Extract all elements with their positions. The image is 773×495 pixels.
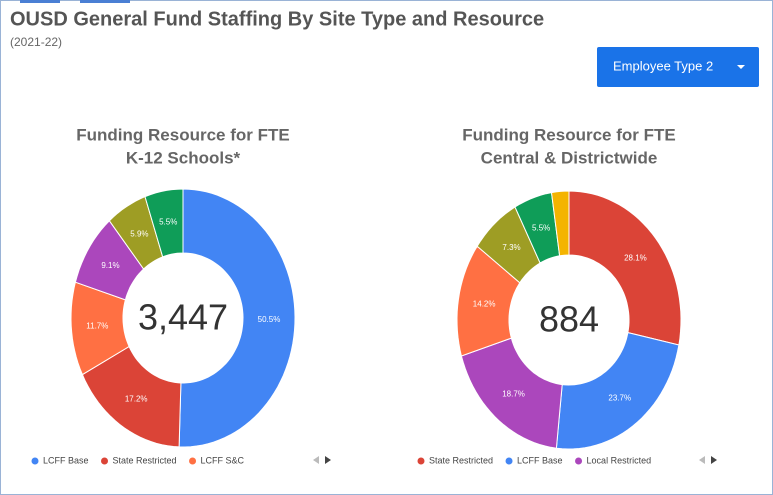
data-label: 50.5% [258,315,281,324]
data-label: 14.2% [473,299,496,308]
legend-label: LCFF S&C [201,455,245,465]
dropdown-button[interactable] [597,47,759,87]
center-total: 884 [539,299,599,340]
chart-subtitle: K-12 Schools* [126,148,241,167]
pager-next[interactable] [711,456,717,464]
legend-pager[interactable] [313,456,717,464]
data-label: 28.1% [624,254,647,263]
data-label: 5.5% [159,218,177,227]
tab-mark [80,0,130,3]
slice [550,190,570,257]
data-label: 7.3% [502,243,520,252]
data-label: 5.9% [130,229,148,238]
dropdown[interactable]: Employee Type 2 [597,47,759,87]
data-label: 9.1% [101,261,119,270]
legend-swatch [31,457,39,465]
legend-label: LCFF Base [517,455,563,465]
chart-subtitle: Central & Districtwide [481,148,658,167]
data-label: 23.7% [608,393,631,402]
data-label: 11.7% [86,321,108,330]
dropdown-caret[interactable] [737,65,745,69]
pager-next[interactable] [325,456,331,464]
legend-label: State Restricted [429,455,493,465]
legend-swatch [101,457,109,465]
page-subtitle: (2021-22) [10,35,62,49]
legend-swatch [417,457,425,465]
page-title: OUSD General Fund Staffing By Site Type … [10,8,544,30]
legend-swatch [505,457,513,465]
data-label: 18.7% [502,389,525,398]
chart-title: Funding Resource for FTE [76,125,289,144]
legend-label: State Restricted [113,455,177,465]
dropdown-label[interactable]: Employee Type 2 [613,58,713,73]
center-total: 3,447 [138,297,228,338]
tab-mark [20,0,60,3]
pager-prev[interactable] [313,456,319,464]
chart-title: Funding Resource for FTE [462,125,675,144]
legend-swatch [575,457,583,465]
legend-label: Local Restricted [587,455,652,465]
legend-swatch [189,457,197,465]
legend-label: LCFF Base [43,455,89,465]
data-label: 5.5% [532,223,550,232]
data-label: 17.2% [125,394,148,403]
pager-prev[interactable] [699,456,705,464]
slice [144,188,184,258]
